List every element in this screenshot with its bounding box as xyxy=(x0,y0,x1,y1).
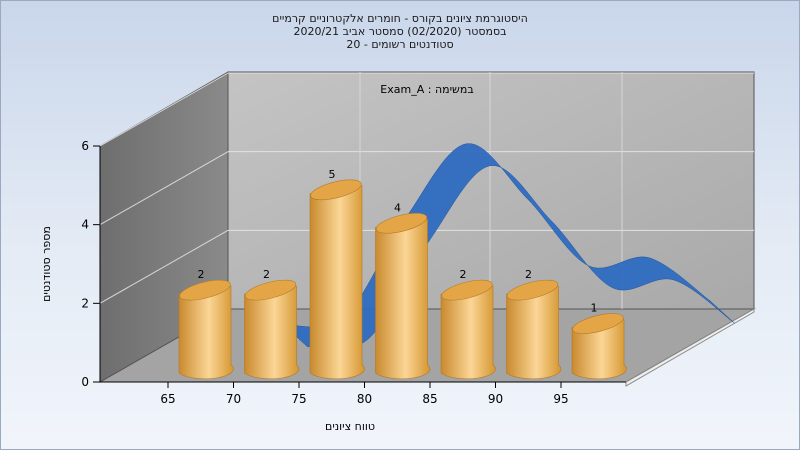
bar xyxy=(571,313,627,380)
bar-body xyxy=(244,285,300,380)
x-tick-label: 90 xyxy=(488,392,503,406)
bar-value-label: 1 xyxy=(591,302,598,315)
bar-body xyxy=(309,185,365,380)
bar-body xyxy=(506,285,562,380)
bar xyxy=(440,279,496,380)
gridline xyxy=(99,72,229,147)
bar xyxy=(309,179,365,380)
x-tick-label: 85 xyxy=(422,392,437,406)
bar xyxy=(506,279,562,380)
y-tick-label: 0 xyxy=(81,375,89,389)
bar-value-label: 2 xyxy=(263,268,270,281)
bar xyxy=(244,279,300,380)
exam-annotation: Exam_A : במשימה xyxy=(380,83,473,96)
axes xyxy=(99,146,626,383)
data-labels: 2 2 5 4 2 2 1 xyxy=(198,168,598,315)
x-tick-label: 70 xyxy=(226,392,241,406)
bar-body xyxy=(178,285,234,380)
bar-body xyxy=(440,285,496,380)
floor-edge xyxy=(625,308,755,387)
y-tick-label: 6 xyxy=(81,139,89,153)
bar xyxy=(178,279,234,380)
x-ticks: 65 70 75 80 85 90 95 xyxy=(160,382,569,406)
y-axis-title: מספר סטודנטים xyxy=(40,226,53,302)
x-axis-title: טווח ציונים xyxy=(325,420,375,433)
gridline xyxy=(99,151,229,226)
chart-title: היסטוגרמת ציונים בקורס - חומרים אלקטרוני… xyxy=(272,12,528,25)
x-tick-label: 75 xyxy=(291,392,306,406)
bar-value-label: 5 xyxy=(329,168,336,181)
x-tick-label: 80 xyxy=(357,392,372,406)
chart-subtitle: בסמסטר (02/2020) סמסטר אביב 2020/21 xyxy=(293,25,507,38)
bar-top xyxy=(572,313,624,334)
bar-value-label: 2 xyxy=(525,268,532,281)
gridline xyxy=(99,229,229,304)
bar-top xyxy=(310,179,362,201)
x-tick-label: 65 xyxy=(160,392,175,406)
bar-value-label: 2 xyxy=(198,268,205,281)
bar-top xyxy=(506,279,559,301)
y-tick-label: 2 xyxy=(81,296,89,310)
bar-top xyxy=(179,279,231,301)
bar-top xyxy=(244,279,297,301)
bar-top xyxy=(441,279,493,301)
chart-subtitle-students: סטודנטים רשומים - 20 xyxy=(346,38,454,51)
bar xyxy=(375,212,431,380)
bar-value-label: 4 xyxy=(394,201,401,214)
y-ticks: 0 2 4 6 xyxy=(81,139,100,389)
bar-body xyxy=(375,218,431,380)
bar-value-label: 2 xyxy=(460,268,467,281)
bar-body xyxy=(571,319,627,380)
bars xyxy=(178,179,627,380)
bar-top xyxy=(375,212,428,234)
x-tick-label: 95 xyxy=(553,392,568,406)
y-tick-label: 4 xyxy=(81,218,89,232)
